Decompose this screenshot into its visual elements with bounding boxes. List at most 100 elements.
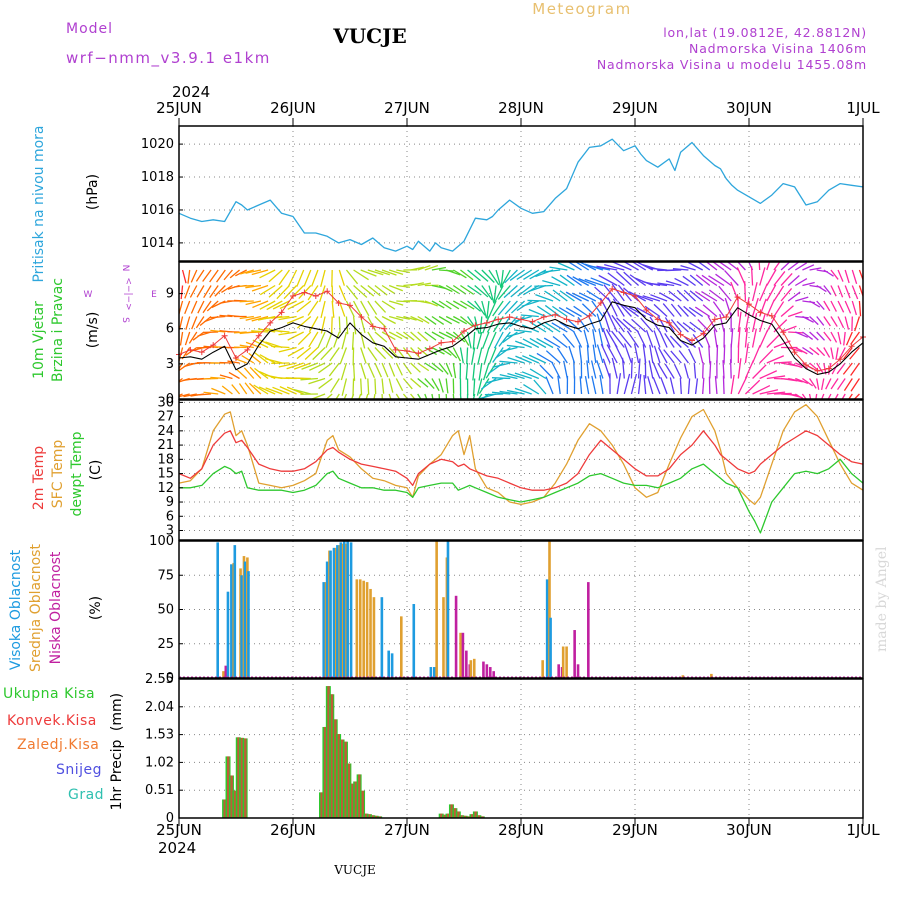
wind-arrow-815 xyxy=(824,348,830,358)
wind-arrow-652 xyxy=(683,323,696,332)
cloud-bar-0-0 xyxy=(216,542,219,678)
wind-arrow-832 xyxy=(838,332,841,344)
wind-arrow-258 xyxy=(382,363,388,377)
wind-arrow-488 xyxy=(553,290,567,301)
cloud-bar-0-3 xyxy=(230,564,233,678)
wind-arrow-777 xyxy=(795,317,808,318)
precip-ytick-2: 1.02 xyxy=(145,755,174,770)
wind-arrow-507 xyxy=(566,308,581,317)
wind-arrow-360 xyxy=(468,270,481,281)
wind-arrow-241 xyxy=(368,379,369,395)
compass-e: E xyxy=(151,290,157,300)
xlabel-top-6: 1JUL xyxy=(846,99,880,117)
wind-arrow-211 xyxy=(342,332,346,349)
wind-gust-marker-21 xyxy=(415,350,421,356)
wind-arrow-7 xyxy=(171,379,182,387)
wind-arrow-686 xyxy=(709,290,724,301)
wind-arrow-647 xyxy=(688,378,689,394)
wind-arrow-92 xyxy=(240,301,254,302)
wind-arrow-27 xyxy=(196,270,204,281)
wind-arrow-844 xyxy=(838,379,846,390)
cloud-bar-1-62 xyxy=(562,646,565,678)
wind-arrow-665 xyxy=(703,378,704,394)
wind-arrow-655 xyxy=(694,363,695,379)
wind-arrow-383 xyxy=(478,348,482,365)
cloud-bar-2-43 xyxy=(455,596,458,678)
wind-gust-marker-48 xyxy=(723,314,729,320)
cloud-bar-0-58 xyxy=(546,579,549,678)
model-name: wrf−nmm_v3.9.1 e1km xyxy=(66,49,271,68)
wind-arrow-635 xyxy=(670,336,681,348)
precip-legend-hail: Grad xyxy=(68,787,104,803)
xlabel-top-2: 27JUN xyxy=(384,99,430,117)
wind-arrow-89 xyxy=(239,384,246,394)
wind-arrow-433 xyxy=(511,286,525,297)
year-bottom: 2024 xyxy=(158,839,196,857)
cloud-bar-2-51 xyxy=(482,662,485,678)
elevation-text: Nadmorska Visina 1406m xyxy=(689,41,867,56)
wind-arrow-169 xyxy=(293,378,311,379)
cloud-bar-2-65 xyxy=(577,664,580,678)
wind-arrow-340 xyxy=(446,379,448,394)
wind-arrow-824 xyxy=(831,348,833,360)
wind-arrow-381 xyxy=(480,317,482,335)
wind-arrow-839 xyxy=(845,301,850,313)
temp-ylabel-3: dewpt Temp xyxy=(69,431,85,516)
wind-arrow-681 xyxy=(717,345,718,363)
wind-arrow-447 xyxy=(515,356,531,363)
cloud-bar-0-59 xyxy=(549,618,552,678)
wind-arrow-476 xyxy=(546,377,553,394)
wind-arrow-225 xyxy=(361,270,377,276)
wind-arrow-251 xyxy=(372,394,375,409)
wind-arrow-88 xyxy=(237,370,246,379)
wind-arrow-391 xyxy=(483,332,489,349)
wind-arrow-690 xyxy=(724,345,725,363)
wind-arrow-19 xyxy=(190,286,196,298)
wind-arrow-205 xyxy=(331,379,340,393)
wind-arrow-223 xyxy=(353,379,354,397)
wind-arrow-384 xyxy=(479,363,482,380)
wind-arrow-718 xyxy=(745,360,753,378)
wind-arrow-348 xyxy=(453,363,455,378)
wind-arrow-752 xyxy=(774,341,791,348)
wind-arrow-190 xyxy=(332,286,333,303)
precip-ytick-3: 1.53 xyxy=(145,728,174,743)
wind-arrow-658 xyxy=(690,275,702,285)
wind-arrow-276 xyxy=(396,363,402,375)
wind-arrow-700 xyxy=(731,359,732,378)
wind-arrow-625 xyxy=(665,317,674,332)
wind-arrow-171 xyxy=(312,270,318,286)
cloud-bar-2-53 xyxy=(489,667,492,678)
cloud-bar-0-13 xyxy=(329,551,332,678)
wind-arrow-256 xyxy=(382,332,395,340)
pressure-ytick-3: 1020 xyxy=(141,137,174,152)
wind-arrow-12 xyxy=(186,317,190,330)
cloud-bar-1-56 xyxy=(541,660,544,678)
cloud-bar-0-16 xyxy=(340,542,343,678)
wind-arrow-119 xyxy=(260,301,275,309)
wind-arrow-846 xyxy=(852,270,856,284)
cloud-bar-0-6 xyxy=(240,575,243,678)
wind-arrow-219 xyxy=(354,317,356,335)
wind-arrow-784 xyxy=(802,282,814,285)
wind-arrow-46 xyxy=(210,286,218,298)
wind-arrow-315 xyxy=(432,267,446,270)
cloud-ylabel-1: Visoka Oblacnost xyxy=(8,549,24,670)
cloud-bar-0-38 xyxy=(433,667,436,678)
wind-arrow-11 xyxy=(185,301,190,314)
wind-arrow-201 xyxy=(339,317,340,333)
wind-arrow-376 xyxy=(474,379,475,396)
wind-arrow-332 xyxy=(439,394,440,409)
wind-arrow-826 xyxy=(826,379,831,390)
wind-arrow-204 xyxy=(329,363,339,376)
wind-arrow-638 xyxy=(680,378,681,394)
clouds-ytick-2: 50 xyxy=(157,603,174,618)
clouds-ytick-4: 100 xyxy=(149,534,174,549)
wind-arrow-520 xyxy=(587,360,589,378)
wind-arrow-861 xyxy=(851,363,860,376)
wind-arrow-421 xyxy=(492,378,510,379)
wind-arrow-103 xyxy=(245,332,261,333)
cloud-bar-1-38 xyxy=(435,541,438,678)
wind-arrow-424 xyxy=(504,286,517,298)
wind-arrow-38 xyxy=(203,301,211,313)
